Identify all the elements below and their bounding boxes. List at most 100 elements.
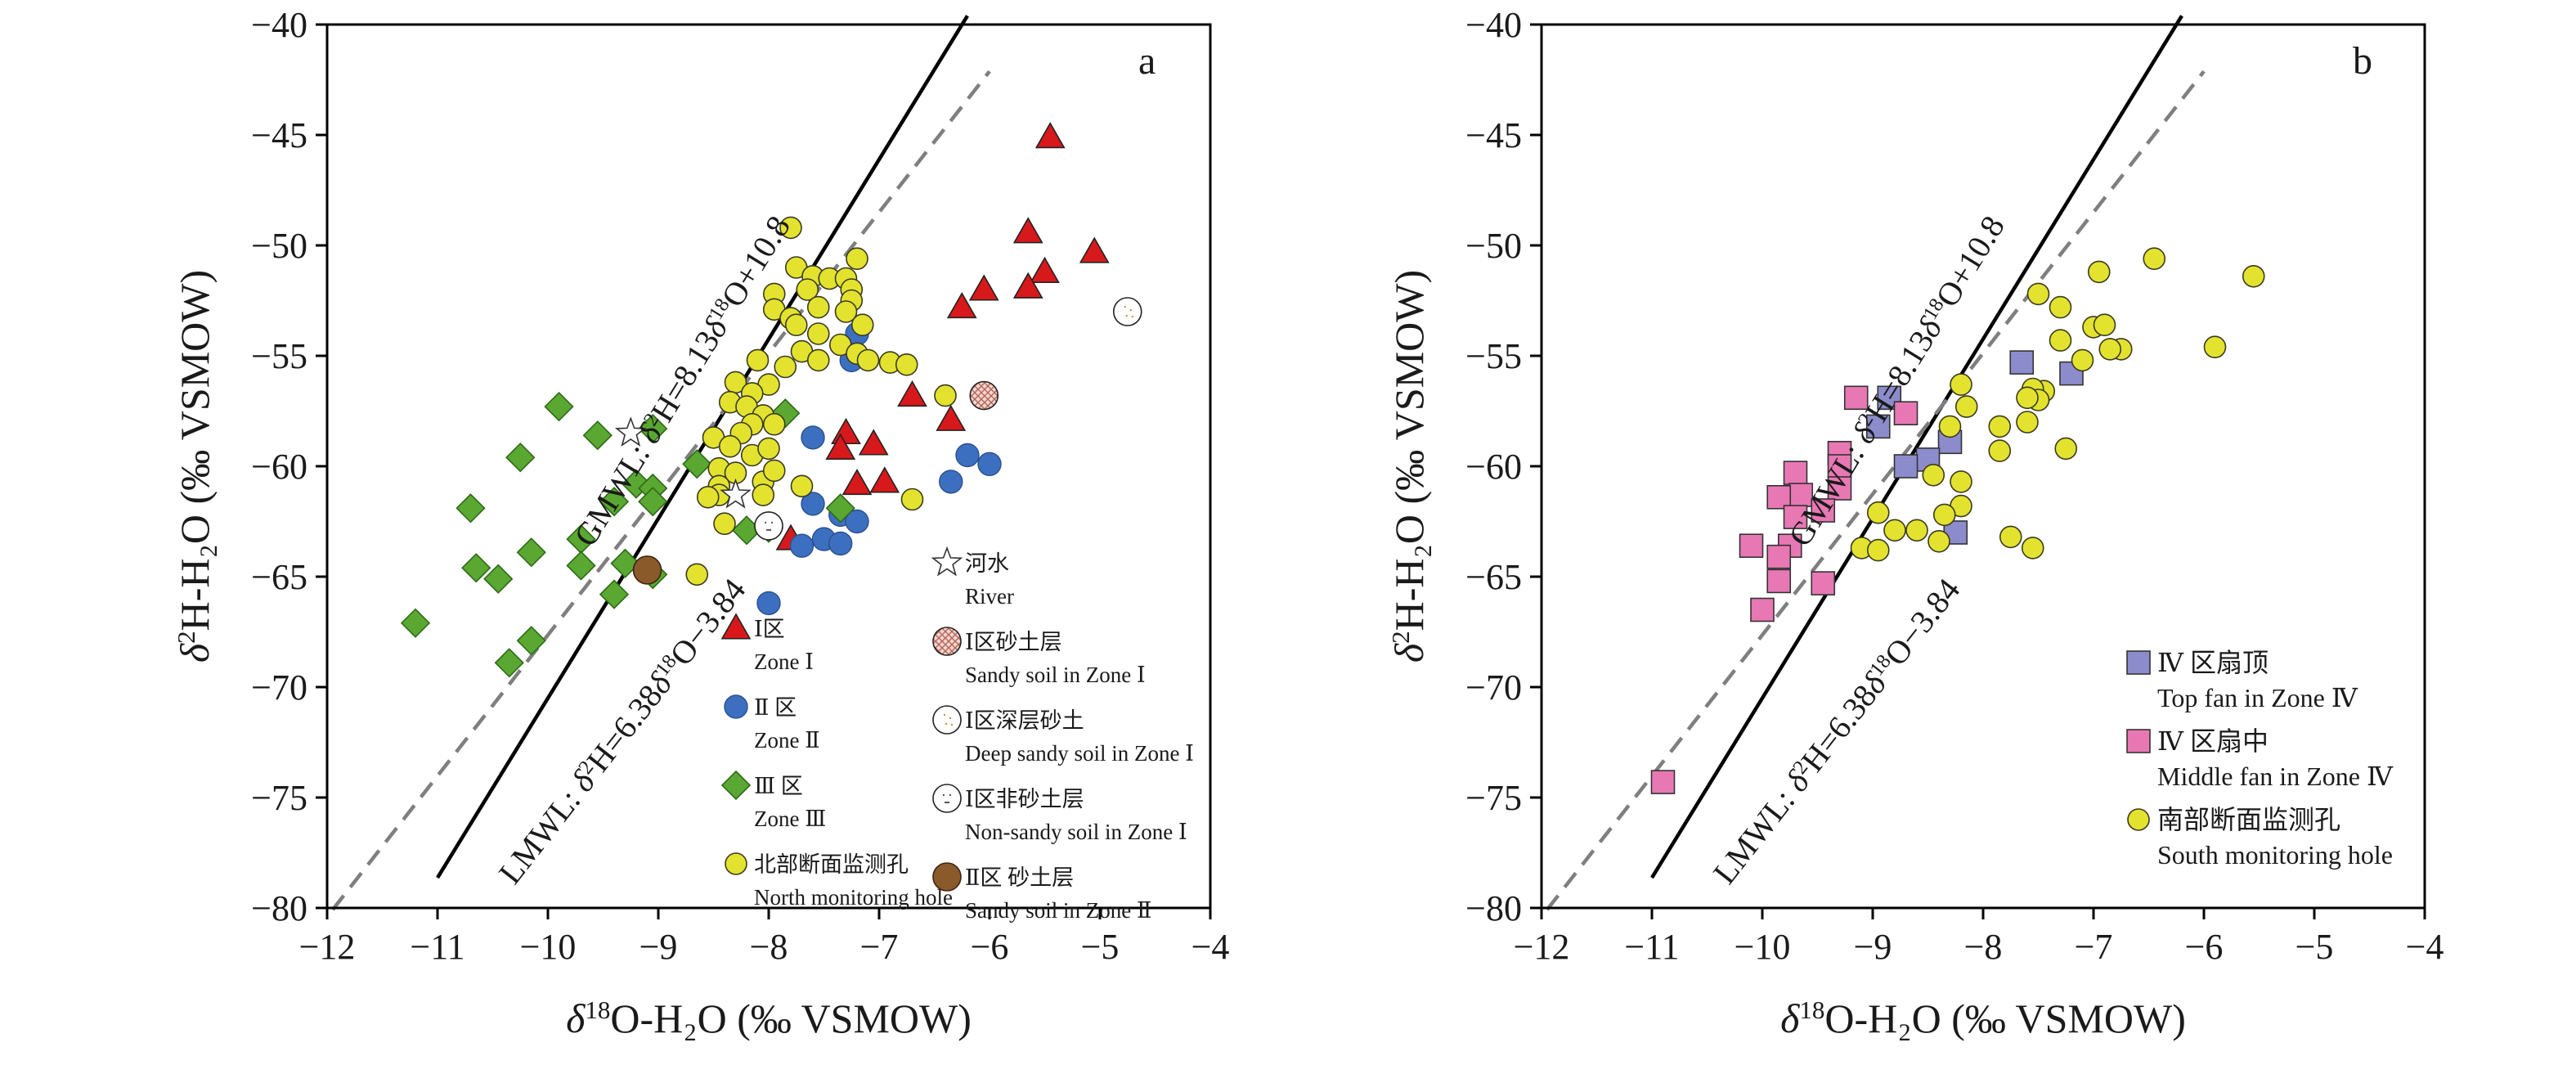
- data-point: [696, 485, 720, 509]
- data-point: [1112, 297, 1142, 326]
- data-point: [825, 493, 855, 524]
- data-point: [1954, 395, 1978, 418]
- legend-item: 南部断面监测孔 South monitoring hole: [2127, 805, 2393, 870]
- legend-label-en: Zone Ⅰ: [754, 649, 814, 674]
- x-tick-label: −4: [2406, 927, 2444, 967]
- legend-item: Ⅱ 区 Zone Ⅱ: [724, 694, 820, 753]
- data-point: [757, 437, 780, 461]
- x-tick-label: −11: [1624, 927, 1679, 967]
- legend-label-en: North monitoring hole: [754, 885, 953, 910]
- data-point: [900, 488, 924, 511]
- data-point: [713, 512, 736, 536]
- data-point: [774, 355, 797, 379]
- x-tick-label: −7: [860, 927, 899, 967]
- data-point: [934, 384, 957, 407]
- y-tick-label: −55: [251, 336, 307, 376]
- axis-ticks: −12 −11 −10 −9 −8 −7 −6 −5 −4 −40 −45 −50 −55 −60 −65 −…: [1465, 5, 2444, 967]
- x-tick-label: −9: [640, 927, 678, 967]
- legend-label-en: Sandy soil in Zone Ⅰ: [965, 663, 1146, 687]
- legend-label-cn: Ⅰ区砂土层: [965, 630, 1062, 654]
- x-tick-label: −5: [2296, 927, 2334, 967]
- data-point: [1012, 217, 1043, 244]
- legend-marker: [932, 784, 962, 813]
- legend-marker: [2127, 808, 2150, 831]
- legend-label-en: South monitoring hole: [2157, 840, 2393, 870]
- legend-label-cn: 北部断面监测孔: [754, 852, 909, 877]
- data-point: [1079, 236, 1110, 263]
- legend-label-en: Deep sandy soil in Zone Ⅰ: [965, 741, 1194, 766]
- data-point: [801, 425, 825, 450]
- x-tick-label: −8: [750, 927, 788, 967]
- data-point: [784, 313, 808, 337]
- x-tick-label: −10: [520, 927, 577, 967]
- data-point: [1012, 272, 1043, 299]
- x-tick-label: −10: [1735, 927, 1791, 967]
- data-point: [1988, 439, 2012, 462]
- data-point: [2016, 411, 2039, 434]
- data-point: [1650, 770, 1676, 794]
- legend-marker: [720, 770, 752, 801]
- gmwl-line: [1650, 15, 2183, 879]
- data-point: [846, 247, 868, 271]
- y-tick-label: −80: [251, 888, 307, 928]
- y-tick-label: −50: [1465, 226, 1522, 266]
- data-point: [494, 648, 524, 678]
- data-point: [461, 553, 491, 583]
- data-point: [977, 452, 1002, 476]
- legend-label-cn: Ⅰ区: [754, 617, 785, 641]
- gmwl-line: [436, 15, 969, 879]
- legend-item: 北部断面监测孔 North monitoring hole: [725, 852, 953, 910]
- legend-marker: [931, 546, 963, 577]
- data-point: [1766, 544, 1792, 569]
- water-lines: [330, 15, 991, 911]
- x-tick-label: −4: [1192, 927, 1230, 967]
- data-point: [969, 380, 999, 411]
- data-point: [2071, 348, 2094, 372]
- legend-label-en: Top fan in Zone Ⅳ: [2157, 683, 2358, 712]
- data-point: [1783, 461, 1808, 485]
- data-point: [685, 563, 709, 586]
- data-point: [946, 291, 977, 319]
- data-point: [796, 278, 819, 301]
- data-point: [632, 555, 662, 585]
- data-point: [1866, 538, 1890, 562]
- legend-label-en: Zone Ⅲ: [754, 807, 826, 831]
- data-point: [599, 487, 630, 517]
- data-point: [790, 474, 814, 498]
- axis-ticks: −12 −11 −10 −9 −8 −7 −6 −5 −4 −40 −45 −50 −55 −60 −65 −…: [251, 5, 1229, 967]
- legend-label-cn: Ⅲ 区: [754, 774, 803, 798]
- data-point: [1950, 373, 1972, 396]
- data-point: [806, 348, 830, 372]
- data-point: [638, 413, 668, 444]
- x-tick-label: −11: [410, 927, 464, 967]
- legend-item: Ⅳ 区扇顶 Top fan in Zone Ⅳ: [2126, 648, 2358, 712]
- scatter-points: [400, 122, 1142, 678]
- data-point: [856, 348, 880, 372]
- legend-marker: [725, 852, 747, 875]
- y-tick-label: −55: [1465, 336, 1522, 376]
- data-point: [2009, 350, 2035, 375]
- data-point: [2054, 437, 2078, 461]
- x-tick-label: −8: [1964, 927, 2003, 967]
- y-tick-label: −45: [251, 115, 307, 155]
- x-tick-label: −6: [2185, 927, 2224, 967]
- y-tick-label: −60: [1465, 447, 1522, 487]
- data-point: [2049, 295, 2072, 319]
- axis-labels: δ18O-H₂O (‰ VSMOW) δ2H-H₂O (‰ VSMOW): [172, 270, 972, 1041]
- x-axis-label: δ18O-H₂O (‰ VSMOW): [1780, 995, 2186, 1042]
- data-point: [516, 537, 546, 568]
- legend-label-en: Zone Ⅱ: [754, 728, 820, 753]
- legend-label-cn: Ⅳ 区扇中: [2157, 726, 2269, 756]
- data-point: [1905, 519, 1928, 542]
- data-point: [1811, 498, 1836, 523]
- data-point: [869, 466, 900, 493]
- data-point: [1893, 401, 1919, 426]
- x-tick-label: −12: [299, 927, 356, 967]
- data-point: [1865, 414, 1891, 439]
- data-point: [801, 492, 825, 516]
- legend-marker: [720, 613, 752, 640]
- legend-item: Ⅰ区砂土层 Sandy soil in Zone Ⅰ: [932, 627, 1146, 687]
- y-tick-label: −65: [251, 557, 307, 597]
- y-axis-label: δ2H-H₂O (‰ VSMOW): [172, 270, 218, 663]
- data-point: [1866, 501, 1890, 524]
